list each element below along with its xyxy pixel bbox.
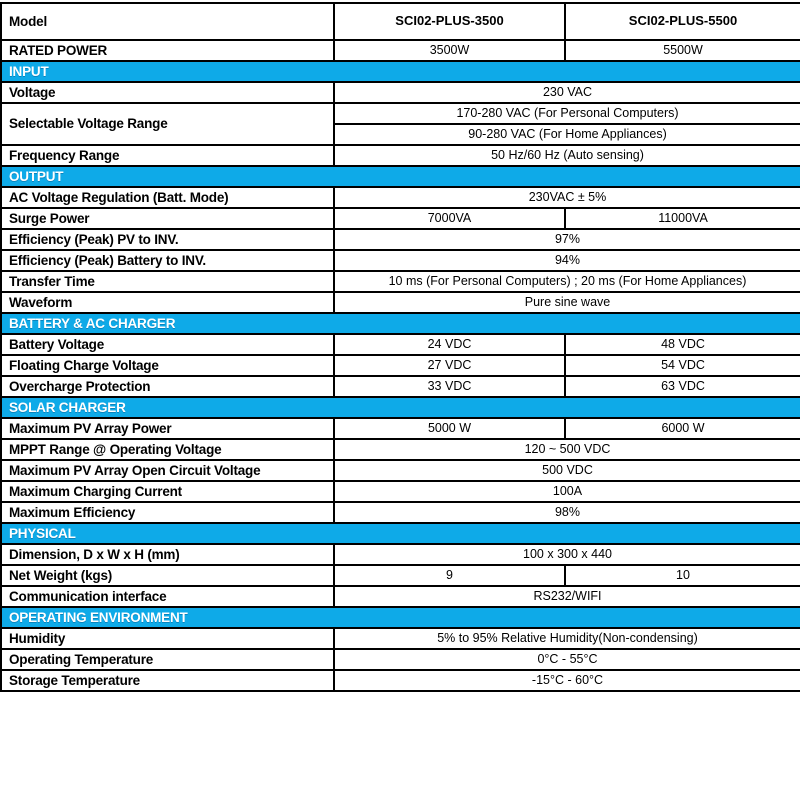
spec-label: Selectable Voltage Range	[0, 102, 335, 146]
spec-value-span: -15°C - 60°C	[333, 669, 800, 692]
table-row-max-charging-current: Maximum Charging Current 100A	[0, 480, 800, 503]
spec-value-col2: 10	[564, 564, 800, 587]
table-row-efficiency-battery: Efficiency (Peak) Battery to INV. 94%	[0, 249, 800, 272]
section-title-solar-charger: SOLAR CHARGER	[0, 396, 800, 419]
table-row-battery-voltage: Battery Voltage 24 VDC 48 VDC	[0, 333, 800, 356]
table-row-overcharge-protection: Overcharge Protection 33 VDC 63 VDC	[0, 375, 800, 398]
spec-value-span: 0°C - 55°C	[333, 648, 800, 671]
table-row-surge-power: Surge Power 7000VA 11000VA	[0, 207, 800, 230]
spec-value-span: 100A	[333, 480, 800, 503]
table-row-mppt-range: MPPT Range @ Operating Voltage 120 ~ 500…	[0, 438, 800, 461]
model-name-col1: SCI02-PLUS-3500	[333, 2, 566, 41]
section-title-operating-environment: OPERATING ENVIRONMENT	[0, 606, 800, 629]
spec-value-col2: 54 VDC	[564, 354, 800, 377]
spec-value-col1: 24 VDC	[333, 333, 566, 356]
spec-label: Net Weight (kgs)	[0, 564, 335, 587]
table-row-storage-temperature: Storage Temperature -15°C - 60°C	[0, 669, 800, 692]
spec-value-span: RS232/WIFI	[333, 585, 800, 608]
spec-value-line1: 170-280 VAC (For Personal Computers)	[333, 102, 800, 125]
spec-label: Overcharge Protection	[0, 375, 335, 398]
table-row-communication-interface: Communication interface RS232/WIFI	[0, 585, 800, 608]
spec-label: Operating Temperature	[0, 648, 335, 671]
spec-value-span: 120 ~ 500 VDC	[333, 438, 800, 461]
spec-label: Battery Voltage	[0, 333, 335, 356]
table-row-dimension: Dimension, D x W x H (mm) 100 x 300 x 44…	[0, 543, 800, 566]
table-row-efficiency-pv: Efficiency (Peak) PV to INV. 97%	[0, 228, 800, 251]
table-row-max-pv-open-circuit-voltage: Maximum PV Array Open Circuit Voltage 50…	[0, 459, 800, 482]
spec-label: Transfer Time	[0, 270, 335, 293]
table-row-ac-voltage-regulation: AC Voltage Regulation (Batt. Mode) 230VA…	[0, 186, 800, 209]
spec-value-span: 230VAC ± 5%	[333, 186, 800, 209]
table-row-rated-power: RATED POWER 3500W 5500W	[0, 39, 800, 62]
spec-value-span: 230 VAC	[333, 81, 800, 104]
spec-value-span: 98%	[333, 501, 800, 524]
table-row-waveform: Waveform Pure sine wave	[0, 291, 800, 314]
model-name-col2: SCI02-PLUS-5500	[564, 2, 800, 41]
spec-label: AC Voltage Regulation (Batt. Mode)	[0, 186, 335, 209]
section-header-row: OUTPUT	[0, 165, 800, 188]
spec-label: Frequency Range	[0, 144, 335, 167]
section-header-row: INPUT	[0, 60, 800, 83]
spec-value-span: 50 Hz/60 Hz (Auto sensing)	[333, 144, 800, 167]
table-row-operating-temperature: Operating Temperature 0°C - 55°C	[0, 648, 800, 671]
spec-label: Maximum Efficiency	[0, 501, 335, 524]
section-header-row: SOLAR CHARGER	[0, 396, 800, 419]
spec-label: Storage Temperature	[0, 669, 335, 692]
spec-value-col1: 27 VDC	[333, 354, 566, 377]
spec-value-span: 10 ms (For Personal Computers) ; 20 ms (…	[333, 270, 800, 293]
spec-value-col1: 33 VDC	[333, 375, 566, 398]
model-header-label: Model	[0, 2, 335, 41]
section-title-battery-ac-charger: BATTERY & AC CHARGER	[0, 312, 800, 335]
spec-label: Surge Power	[0, 207, 335, 230]
spec-label: Waveform	[0, 291, 335, 314]
spec-value-span: 94%	[333, 249, 800, 272]
spec-value-col1: 3500W	[333, 39, 566, 62]
spec-value-span: 500 VDC	[333, 459, 800, 482]
spec-value-col1: 5000 W	[333, 417, 566, 440]
spec-value-col2: 63 VDC	[564, 375, 800, 398]
spec-label: MPPT Range @ Operating Voltage	[0, 438, 335, 461]
spec-value-span: 100 x 300 x 440	[333, 543, 800, 566]
table-row-transfer-time: Transfer Time 10 ms (For Personal Comput…	[0, 270, 800, 293]
spec-label: Humidity	[0, 627, 335, 650]
spec-value-col2: 11000VA	[564, 207, 800, 230]
spec-value-col2: 48 VDC	[564, 333, 800, 356]
spec-label: Maximum PV Array Power	[0, 417, 335, 440]
spec-label: Communication interface	[0, 585, 335, 608]
table-row-max-pv-array-power: Maximum PV Array Power 5000 W 6000 W	[0, 417, 800, 440]
section-header-row: OPERATING ENVIRONMENT	[0, 606, 800, 629]
spec-value-col2: 5500W	[564, 39, 800, 62]
table-row-voltage: Voltage 230 VAC	[0, 81, 800, 104]
spec-value-col1: 9	[333, 564, 566, 587]
spec-value-col2: 6000 W	[564, 417, 800, 440]
section-title-input: INPUT	[0, 60, 800, 83]
spec-value-col1: 7000VA	[333, 207, 566, 230]
spec-label: Maximum PV Array Open Circuit Voltage	[0, 459, 335, 482]
spec-label: Dimension, D x W x H (mm)	[0, 543, 335, 566]
spec-label: Maximum Charging Current	[0, 480, 335, 503]
spec-table: Model SCI02-PLUS-3500 SCI02-PLUS-5500 RA…	[0, 2, 800, 692]
section-header-row: BATTERY & AC CHARGER	[0, 312, 800, 335]
spec-label: Efficiency (Peak) Battery to INV.	[0, 249, 335, 272]
section-title-output: OUTPUT	[0, 165, 800, 188]
table-header-row: Model SCI02-PLUS-3500 SCI02-PLUS-5500	[0, 2, 800, 41]
section-header-row: PHYSICAL	[0, 522, 800, 545]
table-row-net-weight: Net Weight (kgs) 9 10	[0, 564, 800, 587]
table-row-floating-charge-voltage: Floating Charge Voltage 27 VDC 54 VDC	[0, 354, 800, 377]
spec-label: Floating Charge Voltage	[0, 354, 335, 377]
spec-label: Voltage	[0, 81, 335, 104]
spec-value-span: 97%	[333, 228, 800, 251]
table-row-max-efficiency: Maximum Efficiency 98%	[0, 501, 800, 524]
spec-value-span: 5% to 95% Relative Humidity(Non-condensi…	[333, 627, 800, 650]
table-row-frequency-range: Frequency Range 50 Hz/60 Hz (Auto sensin…	[0, 144, 800, 167]
spec-label: RATED POWER	[0, 39, 335, 62]
spec-label: Efficiency (Peak) PV to INV.	[0, 228, 335, 251]
spec-value-line2: 90-280 VAC (For Home Appliances)	[333, 123, 800, 146]
section-title-physical: PHYSICAL	[0, 522, 800, 545]
spec-value-span: Pure sine wave	[333, 291, 800, 314]
table-row-selectable-voltage-range: Selectable Voltage Range 170-280 VAC (Fo…	[0, 102, 800, 146]
table-row-selectable-voltage-range-2: 90-280 VAC (For Home Appliances)	[1, 123, 800, 146]
table-row-humidity: Humidity 5% to 95% Relative Humidity(Non…	[0, 627, 800, 650]
spec-sheet-page: Model SCI02-PLUS-3500 SCI02-PLUS-5500 RA…	[0, 2, 800, 692]
